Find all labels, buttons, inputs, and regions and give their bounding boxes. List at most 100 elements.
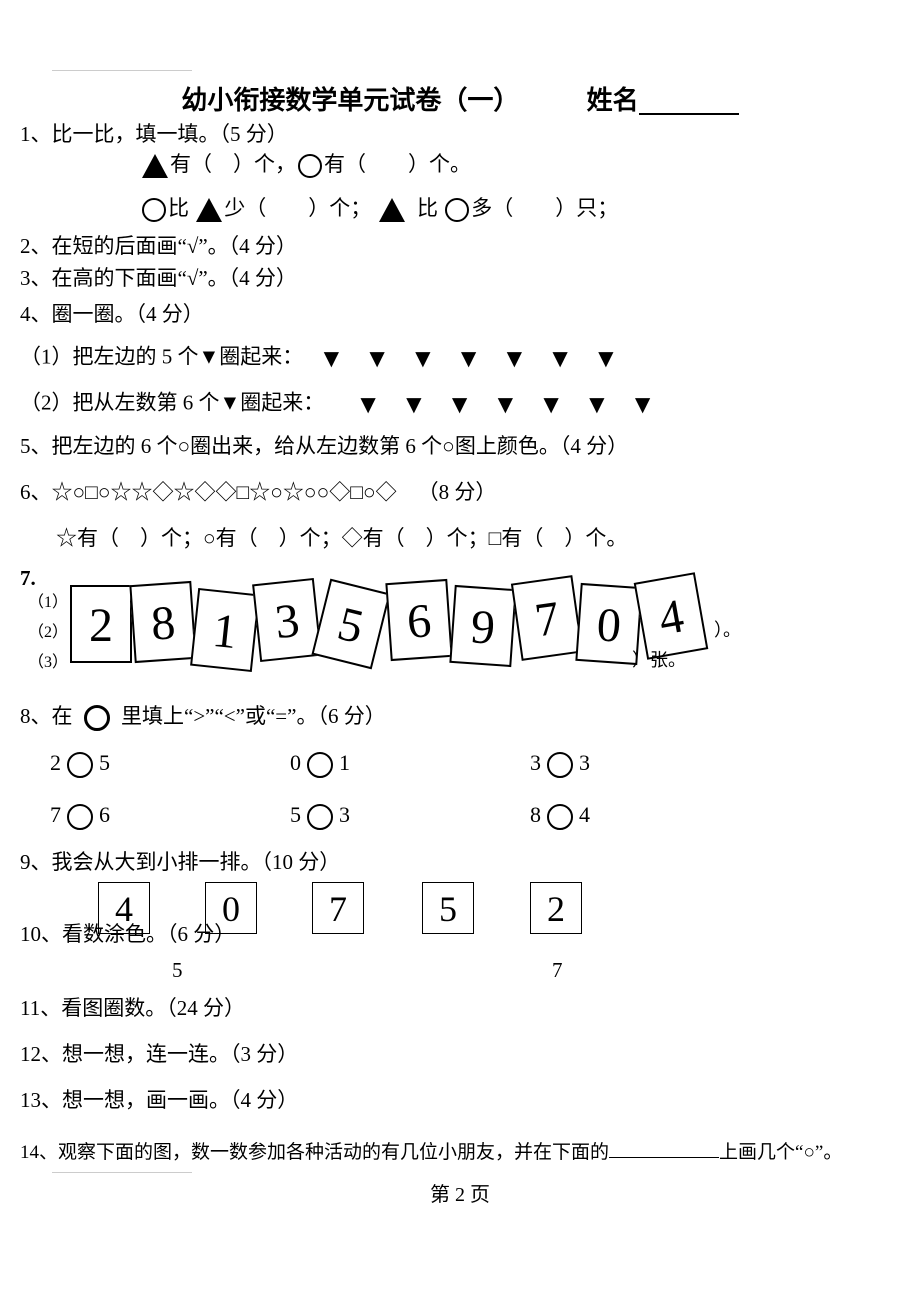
number-card: 8 <box>129 581 196 663</box>
name-label: 姓名 <box>587 80 639 117</box>
down-triangle-icon: ▼ <box>364 338 390 380</box>
down-triangle-icon: ▼ <box>538 384 564 426</box>
page-header: 幼小衔接数学单元试卷（一） 姓名 <box>0 80 920 117</box>
q4-sub2-text: （2）把从左数第 6 个▼圈起来： <box>20 391 324 415</box>
answer-circle[interactable] <box>307 752 333 778</box>
header-hairline <box>52 70 192 71</box>
page-footer: 第 2 页 <box>0 1178 920 1207</box>
compare-left: 5 <box>290 802 301 827</box>
answer-circle[interactable] <box>547 752 573 778</box>
answer-circle[interactable] <box>67 804 93 830</box>
q14-underline[interactable] <box>609 1157 719 1158</box>
down-triangle-icon: ▼ <box>319 338 345 380</box>
number-box: 7 <box>312 882 364 934</box>
answer-circle[interactable] <box>547 804 573 830</box>
triangle-row-2: ▼▼▼▼▼▼▼ <box>345 391 665 415</box>
circle-icon <box>298 154 322 178</box>
circle-icon <box>84 705 110 731</box>
q6-shapes: 6、☆○□○☆☆◇☆◇◇□☆○☆○○◇□○◇ （8 分） <box>20 476 496 510</box>
answer-circle[interactable] <box>67 752 93 778</box>
q1b-t4: 多（ ）只； <box>471 196 618 220</box>
down-triangle-icon: ▼ <box>447 384 473 426</box>
compare-left: 8 <box>530 802 541 827</box>
compare-left: 7 <box>50 802 61 827</box>
answer-circle[interactable] <box>307 804 333 830</box>
q1a-text1: 有（ ）个， <box>170 152 296 176</box>
compare-right: 5 <box>99 750 110 775</box>
down-triangle-icon: ▼ <box>456 338 482 380</box>
comparison-item: 53 <box>290 802 530 830</box>
down-triangle-icon: ▼ <box>630 384 656 426</box>
footer-hairline <box>52 1172 192 1173</box>
number-card: 5 <box>311 579 390 670</box>
comparison-item: 01 <box>290 750 530 778</box>
q4-sub1-row: （1）把左边的 5 个▼圈起来： ▼▼▼▼▼▼▼ <box>20 338 629 380</box>
q13-text: 13、想一想，画一画。（4 分） <box>20 1084 298 1118</box>
down-triangle-icon: ▼ <box>547 338 573 380</box>
q10-right-num: 7 <box>552 954 563 988</box>
q4-prompt: 4、圈一圈。（4 分） <box>20 298 204 332</box>
down-triangle-icon: ▼ <box>355 384 381 426</box>
compare-left: 3 <box>530 750 541 775</box>
comparison-item: 33 <box>530 750 770 778</box>
triangle-row-1: ▼▼▼▼▼▼▼ <box>309 345 629 369</box>
number-card: 2 <box>70 585 132 663</box>
down-triangle-icon: ▼ <box>593 338 619 380</box>
q14-part1: 14、观察下面的图，数一数参加各种活动的有几位小朋友，并在下面的 <box>20 1142 609 1163</box>
q8-a: 8、在 <box>20 704 73 728</box>
down-triangle-icon: ▼ <box>584 384 610 426</box>
compare-right: 1 <box>339 750 350 775</box>
comparison-item: 76 <box>50 802 290 830</box>
comparison-item: 84 <box>530 802 770 830</box>
q2-text: 2、在短的后面画“√”。（4 分） <box>20 230 297 264</box>
q7-tail2: ）。 <box>714 616 741 645</box>
compare-right: 6 <box>99 802 110 827</box>
q7-sub1: （1） <box>28 588 68 612</box>
number-card: 1 <box>190 588 260 672</box>
q1b-t1: 比 <box>168 196 189 220</box>
compare-right: 3 <box>339 802 350 827</box>
q7-sub2: （2） <box>28 618 68 642</box>
q7-sub3: （3） <box>28 648 68 672</box>
q8-row-2: 765384 <box>50 802 770 830</box>
triangle-icon <box>142 154 168 178</box>
q12-text: 12、想一想，连一连。（3 分） <box>20 1038 298 1072</box>
q4-sub2-row: （2）把从左数第 6 个▼圈起来： ▼▼▼▼▼▼▼ <box>20 384 665 426</box>
number-box: 2 <box>530 882 582 934</box>
compare-right: 4 <box>579 802 590 827</box>
q4-sub1-text: （1）把左边的 5 个▼圈起来： <box>20 345 303 369</box>
number-card: 7 <box>511 575 583 661</box>
q10-text: 10、看数涂色。（6 分） <box>20 918 235 952</box>
q1-line-a: 有（ ）个， 有（ ）个。 <box>140 148 471 182</box>
q1b-t3: 比 <box>417 196 438 220</box>
down-triangle-icon: ▼ <box>493 384 519 426</box>
number-card: 9 <box>449 585 516 667</box>
number-card: 6 <box>385 579 452 661</box>
q14-part2: 上画几个“○”。 <box>719 1142 842 1163</box>
compare-right: 3 <box>579 750 590 775</box>
q10-left-num: 5 <box>172 954 183 988</box>
down-triangle-icon: ▼ <box>410 338 436 380</box>
exam-title: 幼小衔接数学单元试卷（一） <box>181 80 519 117</box>
q6-counts: ☆有（ ）个；○有（ ）个；◇有（ ）个；□有（ ）个。 <box>56 522 627 556</box>
down-triangle-icon: ▼ <box>501 338 527 380</box>
q5-text: 5、把左边的 6 个○圈出来，给从左边数第 6 个○图上颜色。（4 分） <box>20 430 628 464</box>
name-underline[interactable] <box>639 113 739 115</box>
q7-tail3: ）张。 <box>632 646 686 675</box>
q14-line: 14、观察下面的图，数一数参加各种活动的有几位小朋友，并在下面的 上画几个“○”。 <box>20 1138 842 1168</box>
comparison-item: 25 <box>50 750 290 778</box>
q8-row-1: 250133 <box>50 750 770 778</box>
compare-left: 0 <box>290 750 301 775</box>
compare-left: 2 <box>50 750 61 775</box>
circle-icon <box>445 198 469 222</box>
q3-text: 3、在高的下面画“√”。（4 分） <box>20 262 297 296</box>
q1a-text2: 有（ ）个。 <box>324 152 471 176</box>
q1-line-b: 比 少（ ）个； 比 多（ ）只； <box>140 192 618 226</box>
number-card: 3 <box>252 578 322 662</box>
number-box: 5 <box>422 882 474 934</box>
q9-text: 9、我会从大到小排一排。（10 分） <box>20 846 340 880</box>
triangle-icon <box>196 198 222 222</box>
q11-text: 11、看图圈数。（24 分） <box>20 992 245 1026</box>
triangle-icon <box>379 198 405 222</box>
q1-prompt: 1、比一比，填一填。（5 分） <box>20 118 288 152</box>
